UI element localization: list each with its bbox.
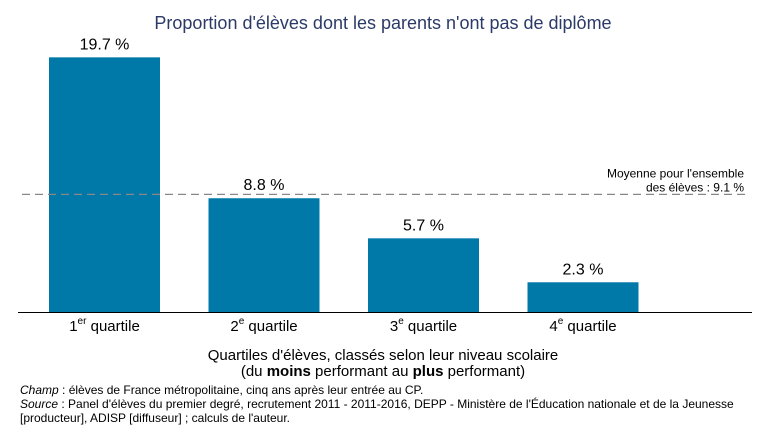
x-tick-label-3: 3e quartile (390, 316, 457, 335)
source-label: Source (20, 397, 59, 411)
x-axis-label-line2: (du moins performant au plus performant) (241, 363, 525, 380)
bar-2 (208, 198, 320, 312)
x-axis-label-line1: Quartiles d'élèves, classés selon leur n… (208, 347, 559, 364)
source-note: Source : Panel d'élèves du premier degré… (20, 397, 760, 425)
bar-4 (527, 282, 639, 312)
bar-value-label-1: 19.7 % (80, 36, 130, 53)
average-label-line2: des élèves : 9.1 % (646, 180, 744, 194)
champ-note: Champ : élèves de France métropolitaine,… (20, 383, 760, 397)
average-label-line1: Moyenne pour l'ensemble (607, 166, 744, 180)
x-tick-label-4: 4e quartile (549, 316, 616, 335)
x-tick-label-2: 2e quartile (230, 316, 297, 335)
bar-chart: Proportion d'élèves dont les parents n'o… (18, 13, 752, 380)
bar-3 (368, 238, 479, 312)
x-tick-label-1: 1er quartile (69, 316, 140, 335)
bar-value-label-2: 8.8 % (244, 177, 285, 194)
bar-value-label-4: 2.3 % (563, 261, 604, 278)
champ-label: Champ (20, 383, 59, 397)
source-text: : Panel d'élèves du premier degré, recru… (20, 397, 734, 425)
bar-value-label-3: 5.7 % (403, 217, 444, 234)
bar-1 (49, 57, 160, 313)
chart-notes: Champ : élèves de France métropolitaine,… (20, 383, 760, 425)
chart-title: Proportion d'élèves dont les parents n'o… (154, 13, 611, 33)
champ-text: : élèves de France métropolitaine, cinq … (58, 383, 424, 397)
